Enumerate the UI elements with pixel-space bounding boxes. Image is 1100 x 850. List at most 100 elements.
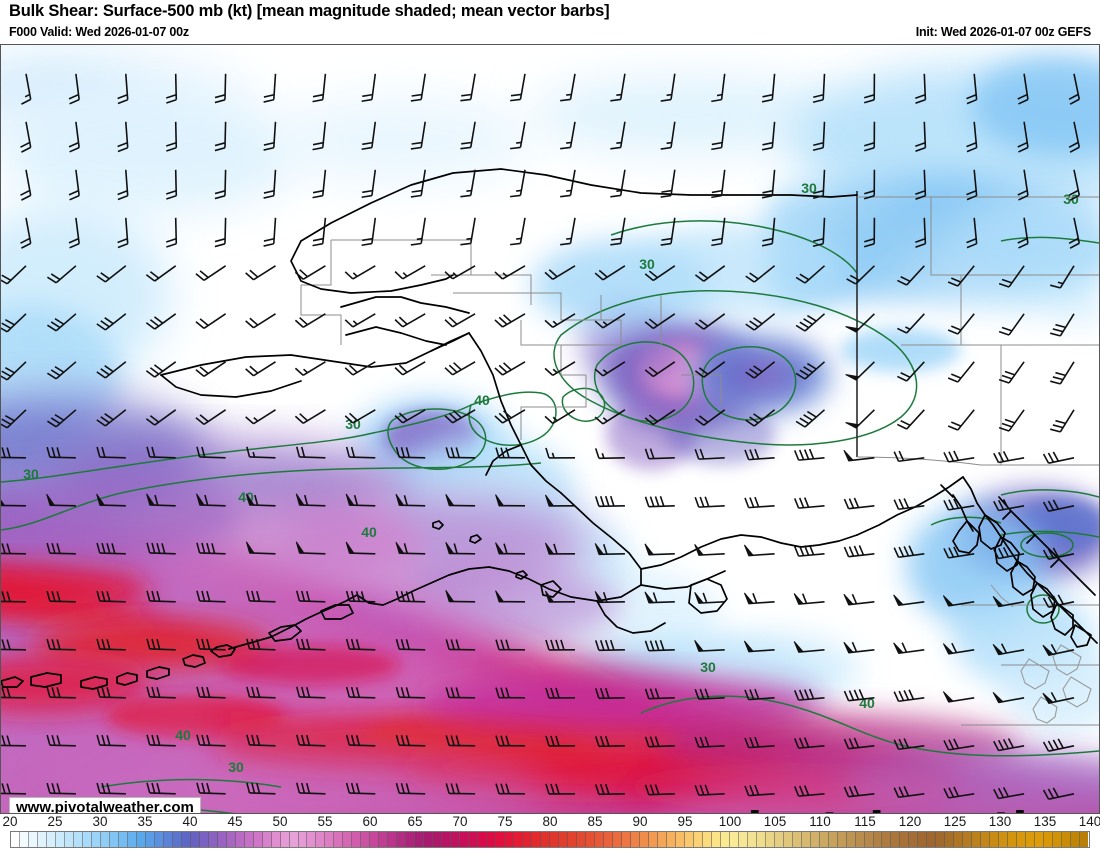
- colorbar-cell: [424, 832, 434, 847]
- colorbar-cell: [253, 832, 263, 847]
- colorbar-cell: [496, 832, 506, 847]
- colorbar-cell: [801, 832, 811, 847]
- colorbar-cell: [433, 832, 443, 847]
- colorbar-cell: [91, 832, 101, 847]
- colorbar-cell: [550, 832, 560, 847]
- colorbar-tick: 115: [854, 814, 876, 829]
- colorbar-cell: [514, 832, 524, 847]
- colorbar-tick: 60: [362, 814, 378, 829]
- colorbar-cell: [1062, 832, 1072, 847]
- colorbar-cell: [217, 832, 227, 847]
- colorbar-cell: [864, 832, 874, 847]
- colorbar-cell: [990, 832, 1000, 847]
- colorbar-cell: [675, 832, 685, 847]
- colorbar-cell: [963, 832, 973, 847]
- colorbar-cell: [370, 832, 380, 847]
- colorbar-cell: [738, 832, 748, 847]
- colorbar-tick: 70: [452, 814, 468, 829]
- colorbar-cell: [19, 832, 29, 847]
- colorbar-cell: [900, 832, 910, 847]
- colorbar-tick: 40: [182, 814, 198, 829]
- colorbar-cell: [711, 832, 721, 847]
- colorbar-tick: 135: [1033, 814, 1057, 829]
- colorbar-cell: [55, 832, 65, 847]
- colorbar-cell: [774, 832, 784, 847]
- colorbar-cell: [837, 832, 847, 847]
- colorbar-cell: [28, 832, 38, 847]
- colorbar-cell: [630, 832, 640, 847]
- colorbar-cell: [909, 832, 919, 847]
- colorbar-cell: [136, 832, 146, 847]
- colorbar-cell: [657, 832, 667, 847]
- colorbar-tick: 140: [1078, 814, 1100, 829]
- colorbar-cell: [280, 832, 290, 847]
- colorbar-cell: [999, 832, 1009, 847]
- colorbar-cell: [460, 832, 470, 847]
- colorbar-cell: [127, 832, 137, 847]
- colorbar-cell: [783, 832, 793, 847]
- colorbar-tick: 95: [677, 814, 693, 829]
- colorbar-gradient[interactable]: [10, 831, 1090, 848]
- colorbar-cell: [1053, 832, 1063, 847]
- colorbar-tick: 45: [227, 814, 243, 829]
- colorbar-cell: [577, 832, 586, 847]
- colorbar-cell: [1080, 832, 1089, 847]
- colorbar-tick: 120: [898, 814, 922, 829]
- site-url-label: www.pivotalweather.com: [9, 797, 201, 813]
- colorbar-tick: 65: [407, 814, 423, 829]
- colorbar-cell: [621, 832, 631, 847]
- contour-label: 40: [361, 524, 377, 540]
- colorbar-cell: [523, 832, 533, 847]
- colorbar-cell: [927, 832, 937, 847]
- colorbar-cell: [73, 832, 83, 847]
- colorbar-cell: [415, 832, 425, 847]
- colorbar-tick: 90: [632, 814, 648, 829]
- colorbar-cell: [190, 832, 200, 847]
- colorbar-cell: [918, 832, 928, 847]
- colorbar-tick: 100: [718, 814, 742, 829]
- colorbar-tick-labels: 20 25 30 35 40 45 50 55 60 65 70 75 80 85 90 95 100 105 11…: [0, 814, 1100, 830]
- colorbar-cell: [981, 832, 991, 847]
- colorbar-cell: [648, 832, 658, 847]
- colorbar-cell: [936, 832, 946, 847]
- coastlines-secondary: [990, 584, 1092, 724]
- colorbar-cell: [343, 832, 353, 847]
- colorbar-cell: [1026, 832, 1036, 847]
- colorbar-cell: [1071, 832, 1081, 847]
- colorbar-cell: [810, 832, 820, 847]
- colorbar-cell: [145, 832, 155, 847]
- colorbar-cell: [954, 832, 964, 847]
- colorbar-cell: [82, 832, 92, 847]
- colorbar-cell: [541, 832, 551, 847]
- colorbar-cell: [154, 832, 164, 847]
- colorbar-cell: [729, 832, 739, 847]
- colorbar-cell: [406, 832, 416, 847]
- colorbar-cell: [828, 832, 838, 847]
- colorbar-tick: 125: [943, 814, 967, 829]
- colorbar-tick: 25: [47, 814, 63, 829]
- contour-label: 30: [23, 466, 39, 482]
- colorbar-cell: [163, 832, 173, 847]
- colorbar-cell: [1044, 832, 1054, 847]
- colorbar-cell: [873, 832, 883, 847]
- colorbar-cell: [271, 832, 281, 847]
- valid-time-label: F000 Valid: Wed 2026-01-07 00z: [9, 25, 189, 39]
- colorbar-tick: 30: [92, 814, 108, 829]
- colorbar-cell: [352, 832, 362, 847]
- colorbar-cell: [397, 832, 407, 847]
- colorbar-cell: [442, 832, 452, 847]
- map-canvas[interactable]: 30 30 30 30 30 30 30 40 40 40 40 40: [0, 44, 1100, 814]
- colorbar-cell: [891, 832, 901, 847]
- colorbar-cell: [451, 832, 461, 847]
- colorbar-cell: [289, 832, 299, 847]
- colorbar-cell: [64, 832, 74, 847]
- colorbar-cell: [756, 832, 766, 847]
- colorbar-cell: [603, 832, 613, 847]
- colorbar[interactable]: 20 25 30 35 40 45 50 55 60 65 70 75 80 85 90 95 100 105 11…: [0, 814, 1100, 850]
- colorbar-cell: [109, 832, 119, 847]
- colorbar-cell: [819, 832, 829, 847]
- contour-label: 30: [801, 180, 817, 196]
- colorbar-tick: 85: [587, 814, 603, 829]
